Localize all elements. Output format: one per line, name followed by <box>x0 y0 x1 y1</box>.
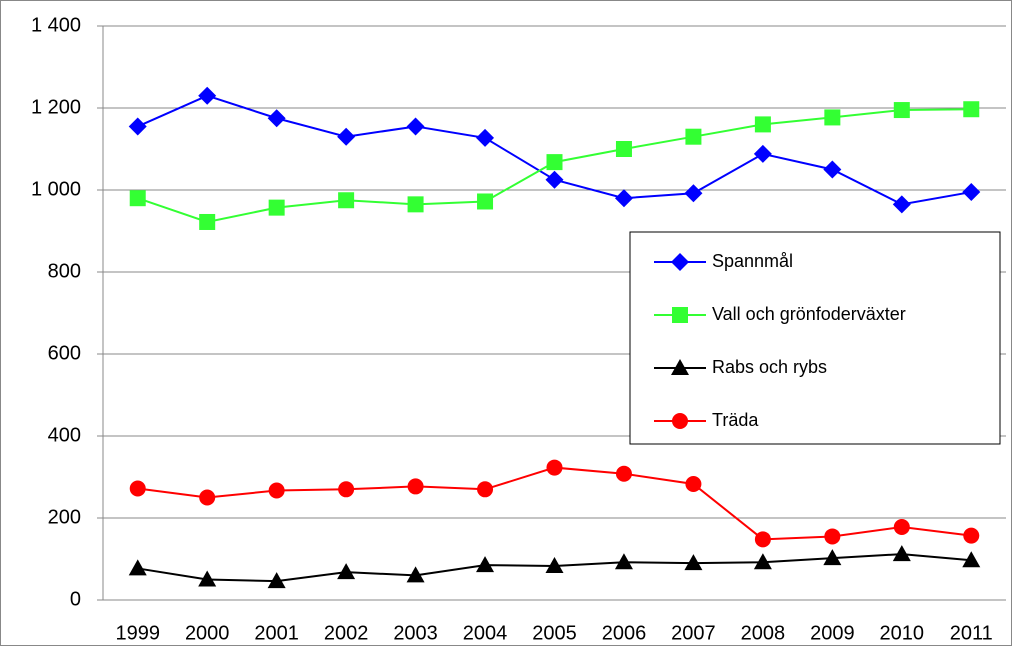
marker <box>893 102 910 119</box>
x-tick-label: 2006 <box>602 622 647 644</box>
marker <box>753 144 772 163</box>
legend: Spannmål Vall och grönfoderväxter Rabs och… <box>629 231 1001 445</box>
x-tick-label: 2000 <box>185 622 230 644</box>
marker <box>267 572 286 589</box>
marker <box>962 551 981 568</box>
y-tick-label: 400 <box>48 424 81 446</box>
legend-box <box>629 231 1001 445</box>
marker <box>685 475 702 492</box>
marker <box>338 481 355 498</box>
y-tick-label: 1 400 <box>31 14 81 36</box>
marker <box>406 117 425 136</box>
marker <box>824 109 841 126</box>
marker <box>477 481 494 498</box>
y-tick-label: 600 <box>48 342 81 364</box>
marker <box>545 556 564 573</box>
marker <box>823 160 842 179</box>
marker <box>129 480 146 497</box>
marker <box>671 253 689 271</box>
legend-label: Träda <box>712 410 759 430</box>
legend-label: Rabs och rybs <box>712 357 827 377</box>
legend-label: Spannmål <box>712 251 793 271</box>
x-tick-label: 2009 <box>810 622 855 644</box>
marker <box>476 556 495 573</box>
marker <box>614 553 633 570</box>
marker <box>268 482 285 499</box>
x-tick-label: 2010 <box>880 622 925 644</box>
marker <box>892 195 911 214</box>
marker <box>963 101 980 118</box>
marker <box>615 141 632 157</box>
marker <box>893 519 910 536</box>
marker <box>754 116 771 133</box>
marker <box>962 183 981 202</box>
marker <box>671 359 689 375</box>
x-tick-label: 2001 <box>254 622 299 644</box>
x-tick-label: 2008 <box>741 622 786 644</box>
x-tick-label: 2002 <box>324 622 369 644</box>
marker <box>337 127 356 146</box>
x-tick-label: 2003 <box>393 622 438 644</box>
marker <box>615 465 632 482</box>
marker <box>476 128 495 147</box>
marker <box>199 213 216 230</box>
marker <box>614 189 633 208</box>
y-tick-label: 0 <box>70 588 81 610</box>
marker <box>337 563 356 580</box>
marker <box>477 193 494 210</box>
marker <box>407 478 424 495</box>
x-tick-label: 2007 <box>671 622 716 644</box>
marker <box>129 190 146 207</box>
x-tick-label: 2011 <box>950 622 993 644</box>
y-tick-label: 1 200 <box>31 96 81 118</box>
marker <box>753 553 772 570</box>
marker <box>823 549 842 566</box>
marker <box>546 154 563 171</box>
marker <box>198 86 217 105</box>
marker <box>128 117 147 136</box>
marker <box>406 566 425 583</box>
marker <box>338 192 355 209</box>
x-tick-label: 1999 <box>115 622 160 644</box>
marker <box>198 570 217 587</box>
y-tick-label: 1 000 <box>31 178 81 200</box>
x-tick-label: 2004 <box>463 622 508 644</box>
marker <box>199 489 216 506</box>
marker <box>546 459 563 476</box>
y-tick-label: 200 <box>48 506 81 528</box>
marker <box>267 109 286 128</box>
marker <box>672 413 688 429</box>
legend-label: Vall och grönfoderväxter <box>712 304 906 324</box>
marker <box>754 531 771 548</box>
marker <box>268 199 285 216</box>
marker <box>545 170 564 189</box>
marker <box>684 554 703 571</box>
marker <box>685 128 702 145</box>
marker <box>128 559 147 576</box>
marker <box>672 307 688 323</box>
y-tick-label: 800 <box>48 260 81 282</box>
marker <box>824 528 841 545</box>
marker <box>892 545 911 562</box>
marker <box>684 184 703 203</box>
marker <box>407 196 424 213</box>
x-tick-label: 2005 <box>532 622 577 644</box>
marker <box>963 527 980 544</box>
